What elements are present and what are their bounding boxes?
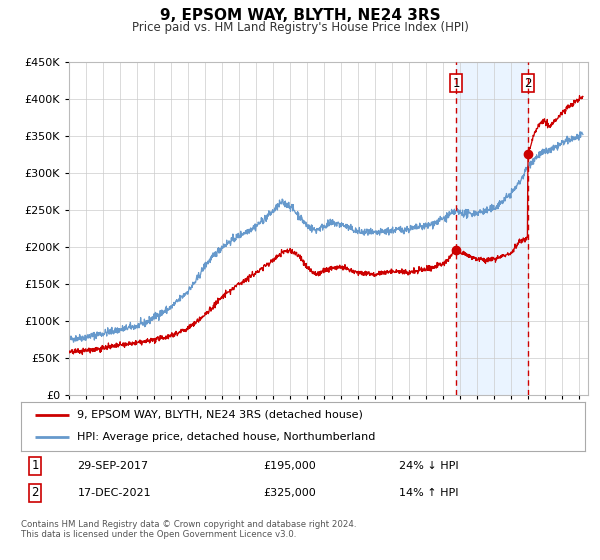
Text: 29-SEP-2017: 29-SEP-2017 bbox=[77, 461, 149, 471]
Text: 24% ↓ HPI: 24% ↓ HPI bbox=[399, 461, 458, 471]
Text: £195,000: £195,000 bbox=[263, 461, 316, 471]
Text: This data is licensed under the Open Government Licence v3.0.: This data is licensed under the Open Gov… bbox=[21, 530, 296, 539]
Text: Contains HM Land Registry data © Crown copyright and database right 2024.: Contains HM Land Registry data © Crown c… bbox=[21, 520, 356, 529]
Text: 17-DEC-2021: 17-DEC-2021 bbox=[77, 488, 151, 498]
Text: 9, EPSOM WAY, BLYTH, NE24 3RS (detached house): 9, EPSOM WAY, BLYTH, NE24 3RS (detached … bbox=[77, 410, 363, 420]
Text: 2: 2 bbox=[524, 77, 532, 90]
Text: 1: 1 bbox=[452, 77, 460, 90]
Text: 2: 2 bbox=[31, 486, 39, 500]
Text: £325,000: £325,000 bbox=[263, 488, 316, 498]
Text: 1: 1 bbox=[31, 459, 39, 473]
Text: 14% ↑ HPI: 14% ↑ HPI bbox=[399, 488, 458, 498]
Text: Price paid vs. HM Land Registry's House Price Index (HPI): Price paid vs. HM Land Registry's House … bbox=[131, 21, 469, 34]
Text: HPI: Average price, detached house, Northumberland: HPI: Average price, detached house, Nort… bbox=[77, 432, 376, 442]
Bar bbox=[456, 62, 528, 395]
Text: 9, EPSOM WAY, BLYTH, NE24 3RS: 9, EPSOM WAY, BLYTH, NE24 3RS bbox=[160, 8, 440, 24]
